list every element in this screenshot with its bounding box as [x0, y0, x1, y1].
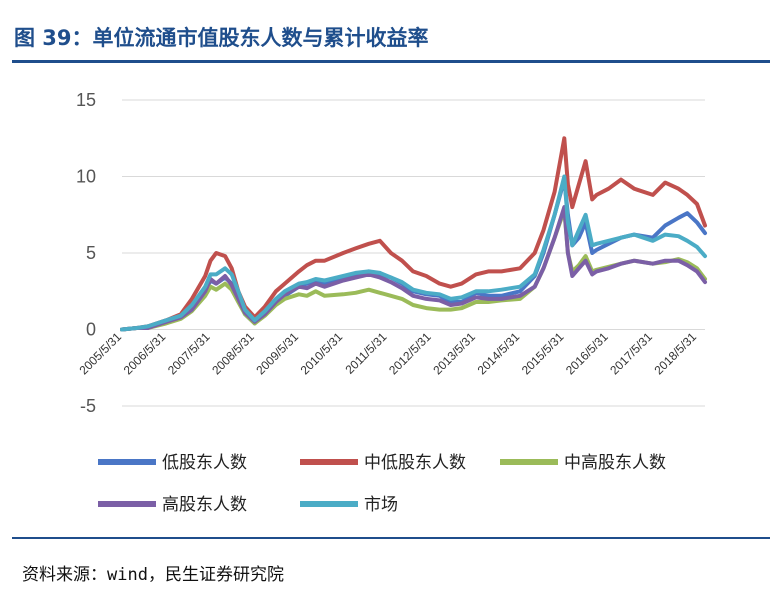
x-tick-label: 2012/5/31	[386, 329, 434, 377]
legend-label: 中低股东人数	[364, 453, 466, 473]
x-tick-label: 2008/5/31	[209, 329, 257, 377]
x-tick-label: 2007/5/31	[165, 329, 213, 377]
y-tick-label: 15	[76, 90, 96, 110]
y-tick-label: -5	[80, 396, 96, 416]
y-axis-ticks: 15 10 5 0 -5	[76, 90, 96, 416]
legend-label: 市场	[364, 495, 398, 515]
y-tick-label: 0	[86, 320, 96, 340]
x-tick-label: 2005/5/31	[76, 329, 124, 377]
series-line	[120, 205, 707, 332]
x-tick-label: 2018/5/31	[652, 329, 700, 377]
x-tick-label: 2015/5/31	[519, 329, 567, 377]
x-tick-label: 2013/5/31	[430, 329, 478, 377]
x-axis-ticks: 2005/5/312006/5/312007/5/312008/5/312009…	[76, 329, 699, 377]
legend-label: 高股东人数	[162, 495, 247, 515]
bottom-divider	[12, 537, 770, 539]
legend-label: 低股东人数	[162, 453, 247, 473]
series-lines	[120, 136, 707, 332]
top-divider	[12, 60, 770, 63]
x-tick-label: 2006/5/31	[121, 329, 169, 377]
source-note: 资料来源：wind，民生证券研究院	[22, 565, 284, 585]
legend-label: 中高股东人数	[564, 453, 666, 473]
series-line	[120, 136, 707, 332]
x-tick-label: 2017/5/31	[607, 329, 655, 377]
y-tick-label: 10	[76, 167, 96, 187]
x-tick-label: 2016/5/31	[563, 329, 611, 377]
line-chart: 15 10 5 0 -5 2005/5/312006/5/312007/5/312008…	[76, 90, 707, 515]
x-tick-label: 2011/5/31	[343, 329, 390, 376]
x-tick-label: 2009/5/31	[253, 329, 301, 377]
chart-title: 图 39：单位流通市值股东人数与累计收益率	[14, 26, 429, 50]
series-line	[120, 174, 707, 332]
x-tick-label: 2010/5/31	[298, 329, 346, 377]
x-tick-label: 2014/5/31	[475, 329, 523, 377]
y-tick-label: 5	[86, 243, 96, 263]
